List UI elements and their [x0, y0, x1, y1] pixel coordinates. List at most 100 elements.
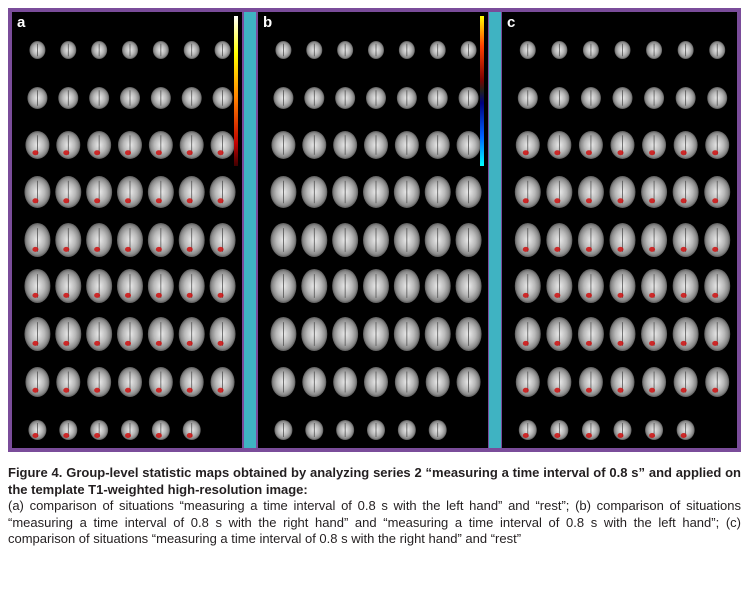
brain-slice: [515, 131, 540, 159]
brain-slice: [455, 223, 482, 257]
activation-blob: [94, 246, 101, 252]
brain-slice: [271, 367, 296, 397]
activation-blob: [125, 340, 131, 346]
activation-blob: [125, 387, 131, 393]
brain-slice: [55, 176, 82, 208]
brain-slice: [641, 269, 668, 303]
activation-blob: [155, 246, 162, 252]
activation-blob: [32, 246, 39, 252]
activation-blob: [680, 292, 687, 298]
brain-slice: [209, 269, 236, 303]
activation-blob: [680, 340, 687, 346]
activation-blob: [32, 292, 39, 298]
activation-blob: [125, 433, 131, 438]
activation-blob: [186, 433, 193, 438]
brain-slice: [519, 41, 536, 59]
activation-blob: [217, 292, 224, 298]
brain-slice: [367, 420, 385, 440]
brain-slice: [456, 131, 481, 159]
brain-slice: [704, 176, 731, 208]
activation-blob: [617, 387, 624, 393]
brain-slice: [58, 87, 79, 109]
brain-slice: [55, 317, 82, 351]
colorbar-a: [234, 16, 238, 166]
brain-slice: [332, 317, 359, 351]
brain-slice: [394, 367, 419, 397]
brain-slice: [363, 317, 389, 351]
panel-b: b: [258, 12, 488, 448]
activation-blob: [712, 198, 719, 204]
panel-c: c: [502, 12, 737, 448]
activation-blob: [585, 246, 592, 252]
activation-blob: [617, 150, 624, 156]
brain-slice: [24, 176, 51, 208]
activation-blob: [63, 150, 70, 156]
brain-slice: [546, 317, 573, 351]
brain-slice: [86, 223, 113, 257]
brain-slice: [87, 367, 112, 397]
brain-slice: [306, 41, 323, 59]
brain-slice: [614, 41, 631, 59]
activation-blob: [554, 433, 561, 438]
brain-slice: [122, 41, 138, 59]
activation-blob: [712, 387, 719, 393]
brain-slice: [56, 367, 81, 397]
activation-blob: [63, 246, 70, 252]
brain-slice: [86, 176, 113, 208]
activation-blob: [155, 198, 162, 204]
activation-blob: [94, 340, 101, 346]
brain-slice: [335, 87, 356, 109]
brain-slice: [28, 420, 47, 440]
activation-blob: [712, 246, 719, 252]
brain-slice: [212, 87, 233, 109]
activation-blob: [125, 150, 131, 156]
activation-blob: [680, 387, 687, 393]
brain-slice: [578, 131, 603, 159]
brain-slice: [393, 223, 420, 257]
brain-slice: [209, 317, 236, 351]
activation-blob: [680, 150, 687, 156]
activation-blob: [585, 387, 592, 393]
brain-slice: [425, 367, 450, 397]
brain-slice: [429, 41, 446, 59]
brain-slice: [394, 131, 419, 159]
brain-slice: [332, 176, 359, 208]
activation-blob: [32, 387, 39, 393]
activation-blob: [617, 246, 624, 252]
activation-blob: [186, 340, 193, 346]
activation-blob: [522, 340, 529, 346]
activation-blob: [680, 433, 687, 438]
brain-slice: [209, 176, 236, 208]
brain-slice: [210, 131, 235, 159]
brain-slice: [183, 41, 200, 59]
brain-slice: [455, 269, 482, 303]
brain-slice: [424, 317, 451, 351]
brain-slice: [333, 131, 358, 159]
brain-slice: [24, 317, 51, 351]
colorbar-b: [480, 16, 484, 166]
activation-blob: [63, 433, 70, 438]
activation-blob: [186, 246, 193, 252]
brain-slice: [24, 223, 51, 257]
figure-frame: a b c: [8, 8, 741, 452]
brain-slice: [270, 317, 297, 351]
activation-blob: [217, 150, 224, 156]
activation-blob: [32, 433, 39, 438]
activation-blob: [522, 246, 529, 252]
activation-blob: [94, 433, 101, 438]
brain-slice: [396, 87, 417, 109]
brain-slice: [55, 269, 82, 303]
activation-blob: [585, 198, 592, 204]
brain-slice: [366, 87, 386, 109]
brain-slice: [214, 41, 231, 59]
brain-slice: [332, 223, 359, 257]
brain-slice: [609, 317, 636, 351]
brain-slice: [363, 176, 389, 208]
brain-slice: [704, 269, 731, 303]
panel-c-label: c: [507, 14, 516, 31]
brain-slice: [87, 131, 112, 159]
activation-blob: [217, 198, 224, 204]
brain-slice: [178, 176, 205, 208]
brain-slice: [86, 269, 113, 303]
figure-caption: Figure 4. Group-level statistic maps obt…: [8, 465, 741, 548]
